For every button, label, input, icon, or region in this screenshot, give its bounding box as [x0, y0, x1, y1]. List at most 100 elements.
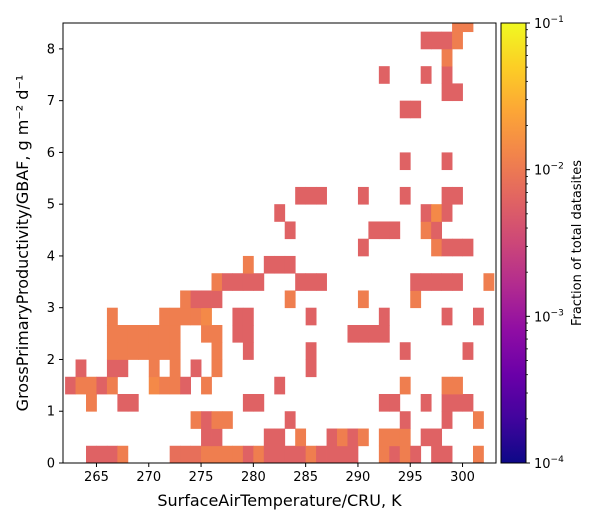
heatmap-cell [410, 445, 422, 464]
heatmap-cell [211, 273, 223, 291]
heatmap-cell [410, 290, 422, 309]
heatmap-cell [148, 359, 160, 378]
heatmap-cell [75, 359, 87, 378]
heatmap-cell [378, 66, 390, 84]
heatmap-cell [399, 152, 411, 171]
heatmap-cell [472, 307, 484, 326]
heatmap-cell [190, 307, 202, 326]
heatmap-cell [368, 221, 380, 240]
x-tick-label: 300 [450, 470, 475, 485]
heatmap-cell [452, 376, 463, 395]
heatmap-cell [452, 186, 463, 205]
heatmap-cell [274, 204, 286, 222]
heatmap-cell [148, 342, 160, 360]
heatmap-cell [316, 445, 327, 464]
heatmap-cell [295, 445, 307, 464]
heatmap-cell [284, 445, 296, 464]
heatmap-cell [106, 445, 118, 464]
colorbar-label: Fraction of total datasites [570, 160, 585, 326]
heatmap-cell [86, 376, 97, 395]
heatmap-cell [431, 273, 443, 291]
heatmap-cell [420, 273, 432, 291]
x-tick-label: 265 [84, 470, 109, 485]
heatmap-cell [378, 307, 390, 326]
heatmap-cell [378, 221, 390, 240]
heatmap-cell [357, 186, 369, 205]
heatmap-cell [242, 273, 254, 291]
heatmap-cell [211, 359, 223, 378]
heatmap-cell [452, 83, 463, 102]
heatmap-cell [117, 359, 129, 378]
heatmap-cell [284, 290, 296, 309]
heatmap-cell [452, 23, 463, 33]
heatmap-cell [441, 445, 453, 464]
heatmap-cell [201, 307, 212, 326]
heatmap-cell [201, 428, 212, 447]
heatmap-cell [420, 66, 432, 84]
heatmap-cell [420, 221, 432, 240]
heatmap-cell [441, 273, 453, 291]
heatmap-cell [295, 186, 307, 205]
heatmap-cell [180, 376, 191, 395]
heatmap-cell [127, 342, 139, 360]
heatmap-cell [420, 204, 432, 222]
heatmap-cell [305, 273, 317, 291]
heatmap-cell [232, 273, 244, 291]
heatmap-cell [180, 307, 191, 326]
heatmap-cell [389, 393, 401, 412]
x-axis: 265 270 275 280 285 290 295 300 [84, 463, 475, 485]
heatmap-cell [159, 342, 171, 360]
heatmap-cell [399, 428, 411, 447]
heatmap-cell [326, 428, 338, 447]
heatmap-cell [117, 342, 129, 360]
heatmap-cell [211, 445, 223, 464]
heatmap-cell [462, 393, 474, 412]
heatmap-cells [65, 23, 495, 464]
heatmap-cell [337, 445, 348, 464]
heatmap-cell [274, 376, 286, 395]
heatmap-cell [452, 31, 463, 50]
heatmap-cell [284, 255, 296, 274]
heatmap-cell [263, 428, 275, 447]
y-tick-label: 2 [47, 353, 55, 368]
heatmap-cell [190, 290, 202, 309]
heatmap-cell [232, 445, 244, 464]
heatmap-cell [190, 445, 202, 464]
heatmap-cell [420, 393, 432, 412]
x-tick-label: 275 [189, 470, 214, 485]
heatmap-cell [106, 307, 118, 326]
heatmap-cell [263, 445, 275, 464]
heatmap-cell [431, 428, 443, 447]
heatmap-cell [263, 255, 275, 274]
heatmap-cell [169, 342, 181, 360]
x-tick-label: 295 [398, 470, 423, 485]
heatmap-cell [441, 48, 453, 67]
heatmap-cell [169, 376, 181, 395]
x-tick-label: 290 [346, 470, 371, 485]
heatmap-cell [462, 342, 474, 360]
heatmap-cell [190, 411, 202, 429]
heatmap-cell [347, 445, 359, 464]
heatmap-cell [441, 204, 453, 222]
heatmap-cell [420, 31, 432, 50]
y-tick-label: 3 [47, 301, 55, 316]
heatmap-cell [169, 307, 181, 326]
heatmap-cell [389, 428, 401, 447]
heatmap-cell [201, 376, 212, 395]
colorbar-tick-label: 10−1 [534, 15, 564, 32]
heatmap-cell [253, 273, 265, 291]
heatmap-cell [221, 445, 233, 464]
heatmap-cell [305, 445, 317, 464]
heatmap-cell [190, 359, 202, 378]
heatmap-cell [441, 376, 453, 395]
y-tick-label: 5 [47, 198, 55, 213]
heatmap-cell [410, 100, 422, 119]
heatmap-cell [159, 324, 171, 343]
heatmap-cell [253, 445, 265, 464]
x-tick-label: 280 [241, 470, 266, 485]
heatmap-cell [148, 376, 160, 395]
colorbar-frame [500, 22, 527, 464]
heatmap-cell [274, 255, 286, 274]
heatmap-cell [96, 376, 108, 395]
